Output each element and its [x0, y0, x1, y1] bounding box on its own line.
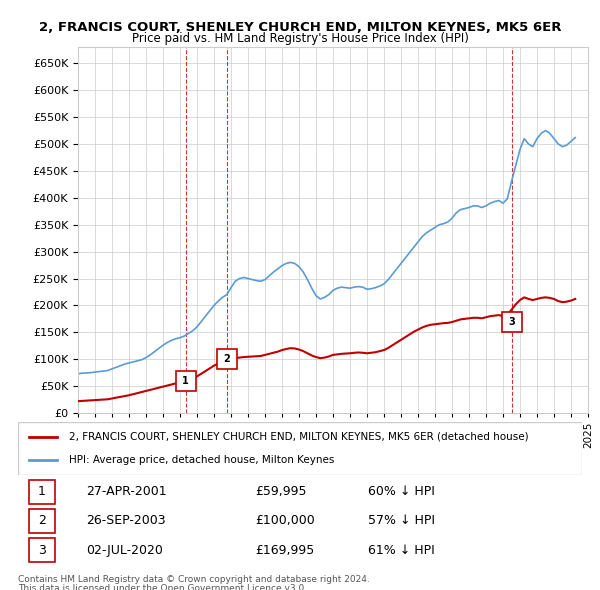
Text: Contains HM Land Registry data © Crown copyright and database right 2024.: Contains HM Land Registry data © Crown c…	[18, 575, 370, 584]
Text: £169,995: £169,995	[255, 543, 314, 556]
Text: 02-JUL-2020: 02-JUL-2020	[86, 543, 163, 556]
FancyBboxPatch shape	[29, 480, 55, 504]
Text: 1: 1	[182, 376, 189, 386]
Text: 60% ↓ HPI: 60% ↓ HPI	[368, 486, 434, 499]
Text: 57% ↓ HPI: 57% ↓ HPI	[368, 514, 434, 527]
Text: 1: 1	[38, 486, 46, 499]
Text: 61% ↓ HPI: 61% ↓ HPI	[368, 543, 434, 556]
Text: 3: 3	[38, 543, 46, 556]
Text: Price paid vs. HM Land Registry's House Price Index (HPI): Price paid vs. HM Land Registry's House …	[131, 32, 469, 45]
FancyBboxPatch shape	[29, 538, 55, 562]
Text: £59,995: £59,995	[255, 486, 307, 499]
Text: 2, FRANCIS COURT, SHENLEY CHURCH END, MILTON KEYNES, MK5 6ER: 2, FRANCIS COURT, SHENLEY CHURCH END, MI…	[39, 21, 561, 34]
Text: 2, FRANCIS COURT, SHENLEY CHURCH END, MILTON KEYNES, MK5 6ER (detached house): 2, FRANCIS COURT, SHENLEY CHURCH END, MI…	[69, 432, 529, 442]
Text: 2: 2	[223, 354, 230, 364]
Text: 27-APR-2001: 27-APR-2001	[86, 486, 166, 499]
Text: 2: 2	[38, 514, 46, 527]
Text: 3: 3	[508, 317, 515, 326]
FancyBboxPatch shape	[18, 422, 582, 475]
Text: 26-SEP-2003: 26-SEP-2003	[86, 514, 166, 527]
Text: HPI: Average price, detached house, Milton Keynes: HPI: Average price, detached house, Milt…	[69, 455, 334, 465]
Text: £100,000: £100,000	[255, 514, 314, 527]
FancyBboxPatch shape	[29, 509, 55, 533]
Text: This data is licensed under the Open Government Licence v3.0.: This data is licensed under the Open Gov…	[18, 584, 307, 590]
